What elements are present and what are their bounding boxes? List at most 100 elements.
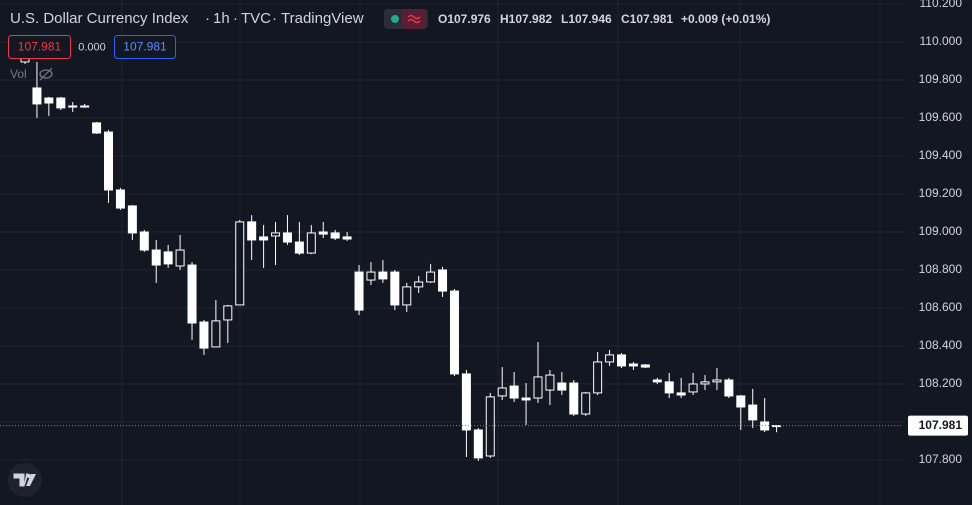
- candle-body-up: [414, 281, 424, 288]
- candle-body-down: [151, 249, 161, 266]
- candle-body-down: [44, 97, 54, 104]
- candle-body-up: [581, 392, 591, 415]
- candle-body-down: [640, 364, 650, 368]
- candle-body-up: [593, 361, 603, 394]
- candle-body-down: [56, 97, 66, 109]
- candle-body-down: [92, 122, 102, 134]
- candle-body-down: [342, 236, 352, 240]
- candle-body-down: [760, 421, 770, 431]
- candle-body-down: [724, 379, 734, 397]
- candle-body-up: [366, 271, 376, 281]
- y-tick-label: 108.600: [919, 300, 963, 314]
- volume-label[interactable]: Vol: [10, 67, 27, 81]
- candle-body-up: [700, 381, 710, 385]
- candle-body-up: [497, 387, 507, 397]
- candle-body-down: [163, 251, 173, 265]
- buy-price: 107.981: [123, 40, 167, 54]
- candle-body-up: [712, 379, 722, 383]
- y-tick-label: 108.800: [919, 262, 963, 276]
- candle-body-down: [68, 105, 78, 108]
- y-tick-label: 109.800: [919, 72, 963, 86]
- candle-body-down: [438, 269, 448, 292]
- ohlc-open: O107.976: [438, 12, 491, 26]
- candle-body-down: [80, 105, 90, 108]
- candle-body-down: [569, 382, 579, 415]
- candle-body-up: [772, 425, 782, 428]
- candle-body-up: [271, 232, 281, 237]
- interval[interactable]: 1h: [213, 10, 230, 27]
- platform: TradingView: [281, 10, 364, 27]
- candle-body-down: [32, 87, 42, 105]
- y-tick-label: 110.200: [920, 0, 963, 10]
- tradingview-logo[interactable]: [8, 463, 42, 497]
- source: TVC: [241, 10, 271, 27]
- sell-price: 107.981: [18, 40, 62, 54]
- eye-slash: [39, 67, 53, 81]
- candle-body-up: [306, 232, 316, 254]
- spread: 0.000: [78, 41, 106, 53]
- candle-body-down: [521, 397, 531, 401]
- buy-button[interactable]: 107.981: [114, 35, 176, 59]
- candle-body-down: [664, 381, 674, 394]
- candle-body-down: [187, 264, 197, 324]
- candle-body-down: [617, 354, 626, 367]
- last-price-box: [908, 415, 968, 436]
- y-tick-label: 108.200: [919, 376, 963, 390]
- logo-mark: [13, 473, 29, 487]
- y-tick-label: 108.400: [919, 338, 963, 352]
- candle-body-up: [235, 221, 245, 306]
- ohlc-change: +0.009 (+0.01%): [681, 12, 770, 26]
- candle-body-down: [557, 382, 567, 391]
- candle-body-down: [127, 205, 137, 234]
- ohlc-low: L107.946: [561, 12, 612, 26]
- candle-body-down: [449, 290, 459, 375]
- candle-body-down: [509, 385, 519, 399]
- candle-body-down: [676, 392, 686, 396]
- candle-body-down: [378, 271, 388, 280]
- candle-body-up: [533, 376, 543, 399]
- candles: [0, 39, 903, 461]
- toggle-right: [402, 9, 426, 29]
- y-tick-label: 109.400: [919, 148, 963, 162]
- overlay: U.S. Dollar Currency Index · 1h · TVC · …: [8, 9, 770, 497]
- candle-body-down: [104, 131, 114, 191]
- y-tick-label: 110.000: [920, 34, 963, 48]
- market-status-toggle[interactable]: [384, 9, 428, 29]
- symbol-title: U.S. Dollar Currency Index: [10, 10, 189, 27]
- logo-stroke: [26, 474, 36, 486]
- candle-body-down: [652, 379, 662, 383]
- volume-hide-icon[interactable]: [39, 67, 53, 81]
- candle-body-down: [294, 241, 304, 254]
- status-dot: [391, 15, 399, 23]
- ohlc-close: C107.981: [621, 12, 673, 26]
- candle-body-down: [473, 429, 483, 459]
- candle-body-down: [736, 395, 746, 408]
- ohlc-high: H107.982: [500, 12, 552, 26]
- candle-body-up: [402, 286, 412, 306]
- candle-body-up: [605, 354, 615, 363]
- candle-body-down: [628, 363, 638, 367]
- candle-body-down: [390, 271, 400, 306]
- candle-body-up: [223, 305, 233, 321]
- candle-body-up: [211, 320, 221, 348]
- candle-body-up: [426, 271, 436, 283]
- candle-body-down: [330, 232, 340, 239]
- buy-box: [114, 35, 176, 59]
- status-icon: [407, 14, 421, 24]
- candle-body-down: [247, 221, 257, 241]
- separator: ·: [272, 10, 277, 27]
- candle-body-up: [688, 383, 698, 393]
- separator: ·: [233, 10, 238, 27]
- y-tick-label: 109.000: [919, 224, 963, 238]
- candle-body-down: [318, 231, 328, 235]
- candle-body-down: [282, 232, 292, 243]
- sell-button[interactable]: 107.981: [8, 35, 71, 59]
- y-tick-label: 107.800: [919, 452, 963, 466]
- last-price-label: 107.981: [919, 418, 963, 432]
- candle-body-up: [545, 374, 555, 391]
- separator: ·: [205, 10, 210, 27]
- candle-body-down: [199, 321, 209, 349]
- candle-body-down: [748, 404, 758, 421]
- y-tick-label: 109.600: [919, 110, 963, 124]
